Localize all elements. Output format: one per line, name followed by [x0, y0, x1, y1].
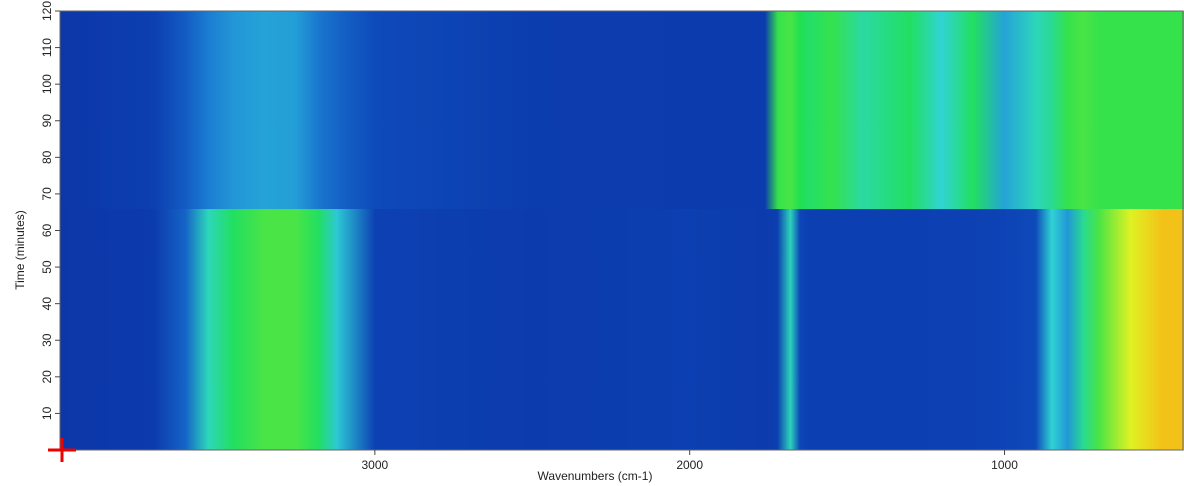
heatmap-cell — [154, 209, 186, 451]
y-tick-label: 40 — [40, 297, 54, 311]
heatmap-cell — [264, 11, 296, 209]
y-tick-label: 30 — [40, 333, 54, 347]
heatmap-cell — [809, 11, 832, 209]
heatmap-cell — [296, 209, 319, 451]
heatmap-cell — [765, 209, 778, 451]
heatmap-cell — [1162, 11, 1184, 209]
y-tick-label: 10 — [40, 406, 54, 420]
heatmap-cell — [973, 209, 1005, 451]
heatmap-cell — [1099, 209, 1131, 451]
heatmap-cell — [689, 11, 765, 209]
y-tick-label: 80 — [40, 150, 54, 164]
heatmap-cell — [831, 209, 863, 451]
heatmap-cell — [800, 11, 810, 209]
heatmap-cell — [863, 209, 911, 451]
y-tick-label: 90 — [40, 114, 54, 128]
y-tick-label: 70 — [40, 187, 54, 201]
heatmap-cell — [1130, 11, 1162, 209]
heatmap-cell — [233, 209, 265, 451]
heatmap-cell — [790, 209, 800, 451]
heatmap-cell — [233, 11, 265, 209]
x-tick-label: 3000 — [361, 458, 388, 472]
heatmap-cell — [60, 209, 155, 451]
heatmap-cell — [1083, 11, 1099, 209]
y-tick-label: 100 — [40, 74, 54, 94]
heatmap-cell — [208, 209, 234, 451]
heatmap-cell — [60, 11, 155, 209]
heatmap-cell — [264, 209, 296, 451]
y-tick-label: 50 — [40, 260, 54, 274]
y-axis-label: Time (minutes) — [13, 210, 27, 290]
heatmap-cell — [208, 11, 234, 209]
heatmap-cell — [1036, 209, 1052, 451]
heatmap-cell — [790, 11, 800, 209]
heatmap-cell — [1067, 11, 1083, 209]
y-tick-label: 20 — [40, 370, 54, 384]
heatmap-cell — [765, 11, 778, 209]
heatmap-cell — [1099, 11, 1131, 209]
heatmap-cell — [1067, 209, 1083, 451]
heatmap-cell — [154, 11, 186, 209]
heatmap-cell — [689, 209, 765, 451]
y-tick-label: 60 — [40, 224, 54, 238]
x-axis-label: Wavenumbers (cm-1) — [538, 469, 653, 483]
heatmap-cell — [778, 209, 791, 451]
x-tick-label: 2000 — [676, 458, 703, 472]
heatmap-cell — [1036, 11, 1052, 209]
heatmap-cell — [910, 11, 942, 209]
heatmap-cell — [1051, 11, 1067, 209]
heatmap-cell — [1004, 11, 1036, 209]
heatmap-cell — [532, 209, 690, 451]
heatmap-cell — [831, 11, 863, 209]
heatmap-cell — [1130, 209, 1162, 451]
heatmap-cell — [809, 209, 832, 451]
heatmap-cell — [337, 11, 375, 209]
heatmap-cell — [296, 11, 319, 209]
heatmap-cell — [1051, 209, 1067, 451]
heatmap-cell — [941, 209, 973, 451]
heatmap-cell — [375, 11, 533, 209]
heatmap-cell — [1004, 209, 1036, 451]
heatmap-cell — [973, 11, 1005, 209]
heatmap-cell — [1083, 209, 1099, 451]
heatmap-cell — [910, 209, 942, 451]
heatmap-cell — [778, 11, 791, 209]
heatmap-cell — [800, 209, 810, 451]
heatmap-cell — [1162, 209, 1184, 451]
x-tick-label: 1000 — [991, 458, 1018, 472]
heatmap-cell — [941, 11, 973, 209]
heatmap-cell — [186, 209, 209, 451]
heatmap-cell — [318, 209, 337, 451]
heatmap-cell — [318, 11, 337, 209]
heatmap-cell — [863, 11, 911, 209]
heatmap-cell — [186, 11, 209, 209]
heatmap-cell — [532, 11, 690, 209]
y-tick-label: 110 — [40, 38, 54, 57]
heatmap-cell — [337, 209, 375, 451]
y-tick-label: 120 — [40, 1, 54, 21]
heatmap-cell — [375, 209, 533, 451]
